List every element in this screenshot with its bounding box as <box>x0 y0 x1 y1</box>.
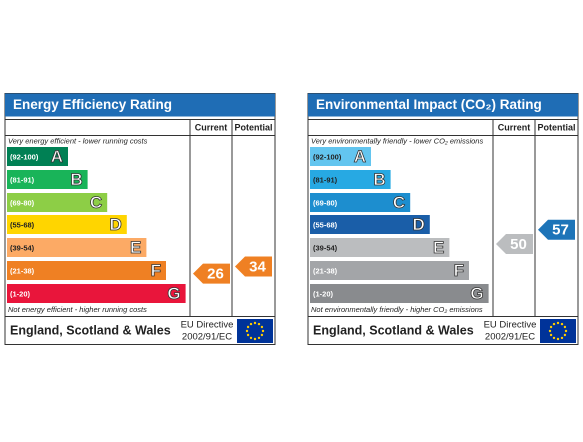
band <box>310 215 430 234</box>
band-letter: F <box>151 261 161 280</box>
band-range: (39-54) <box>313 243 338 252</box>
band <box>7 193 108 212</box>
flag-star <box>552 336 556 340</box>
band-range: (55-68) <box>313 220 338 229</box>
band <box>310 284 489 303</box>
band-range: (1-20) <box>313 289 334 298</box>
band-letter: G <box>167 284 180 303</box>
current-value: 26 <box>207 266 224 283</box>
top-note: Very energy efficient - lower running co… <box>8 136 148 145</box>
current-header: Current <box>498 122 531 132</box>
flag-star <box>556 321 560 325</box>
footer-directive: 2002/91/EC <box>182 332 232 343</box>
potential-arrow <box>235 256 272 277</box>
footer-region: England, Scotland & Wales <box>313 323 474 337</box>
potential-arrow <box>538 219 575 240</box>
panel-title: Environmental Impact (CO₂) Rating <box>316 97 542 112</box>
flag-star <box>260 325 264 329</box>
flag-star <box>549 325 553 329</box>
flag-star <box>253 337 257 341</box>
flag-star <box>261 329 265 333</box>
current-value: 50 <box>510 236 527 253</box>
flag-star <box>564 329 568 333</box>
footer-region: England, Scotland & Wales <box>10 323 171 337</box>
flag-star <box>260 333 264 337</box>
band <box>7 147 68 166</box>
band-letter: A <box>51 147 63 166</box>
current-header: Current <box>195 122 228 132</box>
flag-star <box>552 322 556 326</box>
flag-star <box>257 322 261 326</box>
band-letter: E <box>130 238 141 257</box>
band-range: (81-91) <box>10 175 35 184</box>
band-range: (81-91) <box>313 175 338 184</box>
band-range: (1-20) <box>10 289 31 298</box>
band-letter: E <box>433 238 444 257</box>
band-letter: C <box>90 193 102 212</box>
flag-star <box>246 333 250 337</box>
flag-star <box>563 333 567 337</box>
band-letter: F <box>454 261 464 280</box>
band <box>7 215 127 234</box>
band-letter: D <box>110 215 122 234</box>
footer-directive: EU Directive <box>181 320 234 331</box>
band <box>7 238 147 257</box>
band-range: (21-38) <box>313 266 338 275</box>
band-letter: A <box>354 147 366 166</box>
flag-star <box>249 322 253 326</box>
band-range: (39-54) <box>10 243 35 252</box>
panel-title: Energy Efficiency Rating <box>13 97 172 112</box>
top-note: Very environmentally friendly - lower CO… <box>311 136 483 145</box>
band <box>7 284 186 303</box>
bottom-note: Not environmentally friendly - higher CO… <box>311 305 483 314</box>
footer-directive: EU Directive <box>484 320 537 331</box>
band-range: (55-68) <box>10 220 35 229</box>
potential-header: Potential <box>537 122 575 132</box>
band-range: (92-100) <box>10 152 39 161</box>
band-letter: D <box>413 215 425 234</box>
band <box>310 147 371 166</box>
band-range: (69-80) <box>10 198 35 207</box>
band <box>7 261 166 280</box>
flag-star <box>560 322 564 326</box>
potential-value: 57 <box>552 222 569 239</box>
current-arrow <box>496 234 533 254</box>
band <box>310 261 469 280</box>
current-arrow <box>193 263 230 284</box>
flag-star <box>548 329 552 333</box>
band-letter: C <box>393 193 405 212</box>
band <box>310 193 411 212</box>
flag-star <box>249 336 253 340</box>
band-letter: G <box>470 284 483 303</box>
band-letter: B <box>373 170 385 189</box>
title-bar <box>5 93 275 117</box>
flag-star <box>549 333 553 337</box>
footer-directive: 2002/91/EC <box>485 332 535 343</box>
band-range: (69-80) <box>313 198 338 207</box>
band-range: (21-38) <box>10 266 35 275</box>
flag-star <box>560 336 564 340</box>
band-range: (92-100) <box>313 152 342 161</box>
band <box>7 170 88 189</box>
rating-panel: Environmental Impact (CO₂) Rating Current… <box>307 93 579 345</box>
band-letter: B <box>70 170 82 189</box>
flag-star <box>257 336 261 340</box>
title-bar <box>308 93 578 117</box>
band <box>310 238 450 257</box>
flag-star <box>556 337 560 341</box>
rating-panel: Energy Efficiency Rating Current Potential… <box>4 93 276 345</box>
flag-star <box>245 329 249 333</box>
flag-star <box>253 321 257 325</box>
flag-star <box>246 325 250 329</box>
potential-value: 34 <box>249 258 266 275</box>
flag-star <box>563 325 567 329</box>
bottom-note: Not energy efficient - higher running co… <box>8 305 147 314</box>
potential-header: Potential <box>234 122 272 132</box>
band <box>310 170 391 189</box>
